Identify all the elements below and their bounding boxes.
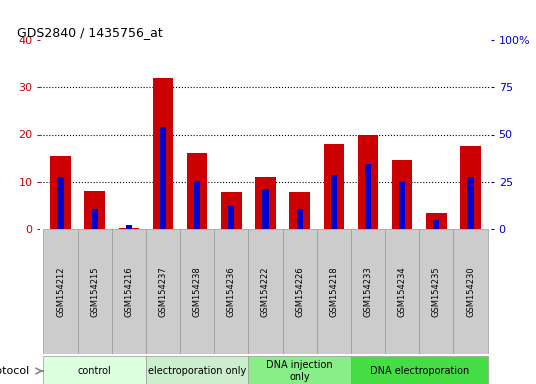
Text: protocol: protocol: [0, 366, 29, 376]
Bar: [228, 206, 234, 229]
Text: GSM154235: GSM154235: [432, 266, 441, 317]
Bar: [255, 177, 276, 229]
Bar: [433, 220, 440, 229]
Text: control: control: [78, 366, 111, 376]
Text: GSM154230: GSM154230: [466, 266, 475, 317]
Text: DNA injection
only: DNA injection only: [266, 360, 333, 382]
Text: GSM154212: GSM154212: [56, 266, 65, 317]
Bar: [194, 181, 200, 229]
Bar: [221, 192, 242, 229]
Bar: [385, 229, 419, 354]
Bar: [365, 164, 371, 229]
Bar: [160, 127, 166, 229]
Bar: [419, 229, 453, 354]
Bar: [92, 209, 98, 229]
Bar: [317, 229, 351, 354]
Text: GSM154226: GSM154226: [295, 266, 304, 317]
Bar: [460, 146, 481, 229]
Text: electroporation only: electroporation only: [148, 366, 246, 376]
Bar: [351, 356, 488, 384]
Bar: [43, 356, 146, 384]
Bar: [126, 225, 132, 229]
Text: GDS2840 / 1435756_at: GDS2840 / 1435756_at: [18, 26, 163, 39]
Bar: [50, 156, 71, 229]
Bar: [118, 228, 139, 229]
Bar: [282, 229, 317, 354]
Bar: [78, 229, 111, 354]
Bar: [57, 177, 64, 229]
Bar: [263, 189, 269, 229]
Text: GSM154233: GSM154233: [363, 266, 373, 317]
Bar: [153, 78, 173, 229]
Text: GSM154222: GSM154222: [261, 266, 270, 317]
Text: DNA electroporation: DNA electroporation: [370, 366, 469, 376]
Bar: [289, 192, 310, 229]
Bar: [146, 229, 180, 354]
Bar: [467, 177, 474, 229]
Bar: [146, 356, 248, 384]
Bar: [392, 161, 412, 229]
Bar: [43, 229, 78, 354]
Text: GSM154237: GSM154237: [159, 266, 167, 317]
Bar: [111, 229, 146, 354]
Text: GSM154216: GSM154216: [124, 266, 133, 317]
Bar: [399, 182, 405, 229]
Text: GSM154234: GSM154234: [398, 266, 407, 317]
Bar: [248, 356, 351, 384]
Bar: [248, 229, 282, 354]
Text: GSM154238: GSM154238: [192, 266, 202, 317]
Bar: [351, 229, 385, 354]
Bar: [187, 153, 207, 229]
Bar: [453, 229, 488, 354]
Bar: [358, 134, 378, 229]
Bar: [296, 209, 303, 229]
Bar: [426, 214, 446, 229]
Bar: [180, 229, 214, 354]
Text: GSM154215: GSM154215: [90, 266, 99, 317]
Bar: [331, 175, 337, 229]
Text: GSM154218: GSM154218: [329, 266, 338, 317]
Bar: [214, 229, 248, 354]
Bar: [84, 191, 105, 229]
Text: GSM154236: GSM154236: [227, 266, 236, 317]
Bar: [324, 144, 344, 229]
